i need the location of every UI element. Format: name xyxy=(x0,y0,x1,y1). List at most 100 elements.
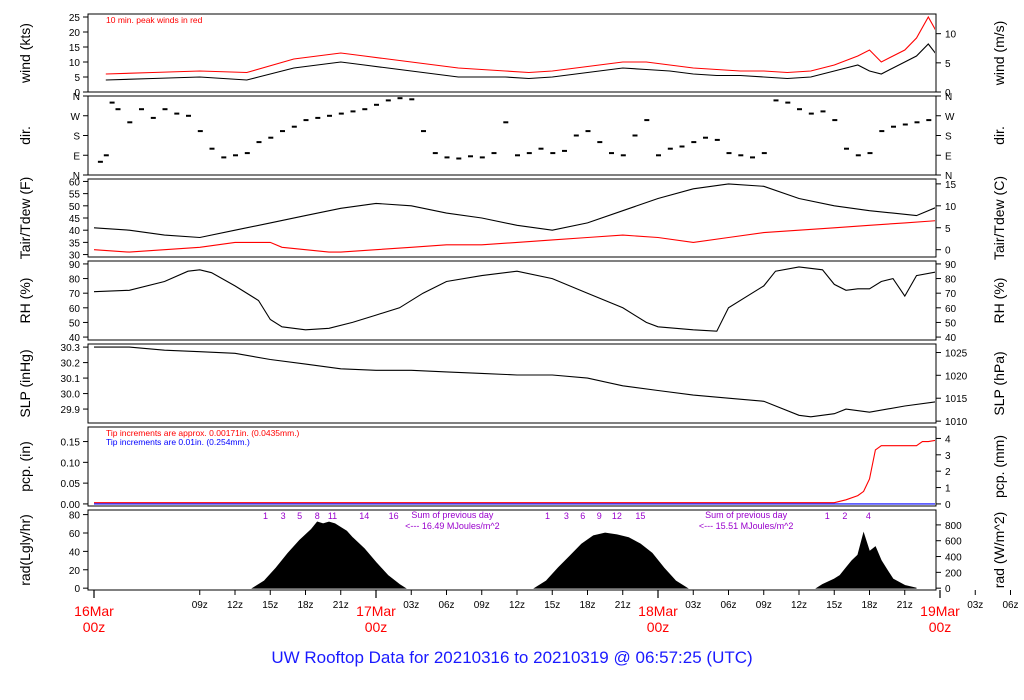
day-hour-1: 00z xyxy=(365,619,388,635)
dir-point-18 xyxy=(291,125,297,128)
dir-point-22 xyxy=(338,112,344,115)
series-wind-0 xyxy=(105,43,935,81)
dir-point-77 xyxy=(985,135,990,137)
x-tick-label-19: 03z xyxy=(967,600,983,611)
dir-point-1 xyxy=(103,154,109,157)
dir-point-12 xyxy=(221,156,227,159)
dir-point-55 xyxy=(726,152,732,155)
dir-point-52 xyxy=(691,141,697,144)
dir-point-54 xyxy=(714,138,720,141)
dir-point-28 xyxy=(409,98,415,101)
day-label-0: 16Mar xyxy=(74,603,114,619)
dir-point-69 xyxy=(891,125,896,128)
dir-point-11 xyxy=(209,147,215,150)
dir-point-39 xyxy=(538,147,544,150)
left-tick-label-temp-2: 40 xyxy=(69,226,81,237)
dir-point-45 xyxy=(609,152,614,155)
dir-point-19 xyxy=(303,119,309,122)
dir-point-60 xyxy=(785,101,791,104)
right-tick-label-temp-3: 15 xyxy=(945,180,957,191)
right-tick-label-slp-0: 1010 xyxy=(945,417,968,428)
left-tick-label-rh-1: 50 xyxy=(69,318,81,329)
dir-point-15 xyxy=(256,141,262,144)
right-tick-label-wind-1: 5 xyxy=(945,59,951,70)
panel-frame-wind xyxy=(87,13,937,93)
dir-point-40 xyxy=(550,152,556,155)
dir-point-56 xyxy=(738,154,744,157)
x-tick-label-15: 12z xyxy=(791,600,807,611)
left-tick-label-temp-4: 50 xyxy=(69,202,81,213)
dir-point-26 xyxy=(385,99,391,102)
dir-point-79 xyxy=(1009,143,1014,145)
note-pcp-1: Tip increments are 0.01in. (0.254mm.) xyxy=(106,437,250,447)
panel-frame-slp xyxy=(87,343,937,424)
dir-point-72 xyxy=(926,119,932,122)
hour-mark-5: 14 xyxy=(359,511,369,521)
right-tick-label-pcp-0: 0 xyxy=(945,500,951,511)
hour-mark-9: 6 xyxy=(580,511,585,521)
left-tick-label-pcp-1: 0.05 xyxy=(61,479,81,490)
dir-point-44 xyxy=(597,141,603,144)
hour-mark-15: 4 xyxy=(866,511,871,521)
note-wind: 10 min. peak winds in red xyxy=(106,15,203,25)
dir-point-36 xyxy=(503,121,509,124)
hour-mark-13: 1 xyxy=(825,511,830,521)
x-tick-label-20: 06z xyxy=(1002,600,1018,611)
right-tick-label-dir-3: W xyxy=(945,112,955,123)
left-tick-label-slp-2: 30.1 xyxy=(61,374,81,385)
right-tick-label-rh-5: 90 xyxy=(945,260,957,271)
dir-point-13 xyxy=(233,154,238,157)
hour-mark-1: 3 xyxy=(281,511,286,521)
ylabel-right-rh: RH (%) xyxy=(991,278,1007,324)
dir-point-66 xyxy=(855,154,861,157)
day-label-3: 19Mar xyxy=(920,603,960,619)
caption-start-date: 20210316 xyxy=(433,648,510,667)
caption-end-date: 20210319 xyxy=(533,648,609,667)
dir-point-8 xyxy=(174,112,180,115)
ylabel-right-wind: wind (m/s) xyxy=(991,21,1007,87)
x-tick-label-17: 18z xyxy=(861,600,877,611)
dir-point-67 xyxy=(867,152,873,155)
x-tick-label-1: 12z xyxy=(227,600,243,611)
dir-point-35 xyxy=(491,152,497,155)
right-tick-label-slp-2: 1020 xyxy=(945,371,968,382)
right-tick-label-rad-1: 200 xyxy=(945,568,962,579)
panel-frame-rh xyxy=(87,260,937,341)
dir-point-76 xyxy=(973,130,978,132)
x-tick-label-10: 18z xyxy=(579,600,595,611)
hour-mark-8: 3 xyxy=(564,511,569,521)
dir-point-64 xyxy=(832,119,838,122)
ylabel-left-rh: RH (%) xyxy=(17,278,33,324)
dir-point-37 xyxy=(515,154,520,157)
panel-frame-pcp xyxy=(87,426,937,507)
right-tick-label-dir-0: N xyxy=(945,171,952,182)
x-tick-label-18: 21z xyxy=(897,600,913,611)
right-tick-label-slp-1: 1015 xyxy=(945,394,968,405)
left-tick-label-temp-5: 55 xyxy=(69,190,81,201)
right-tick-label-temp-0: 0 xyxy=(945,246,951,257)
left-tick-label-rh-4: 80 xyxy=(69,275,81,286)
series-slp-0 xyxy=(94,346,935,418)
dir-point-48 xyxy=(644,119,650,122)
dir-point-59 xyxy=(773,99,779,102)
right-tick-label-dir-1: E xyxy=(945,151,952,162)
left-tick-label-rh-5: 90 xyxy=(69,260,81,271)
right-tick-label-wind-0: 0 xyxy=(945,88,951,99)
dir-point-31 xyxy=(444,156,450,159)
dir-point-65 xyxy=(844,147,849,150)
day-hour-2: 00z xyxy=(647,619,670,635)
left-tick-label-rad-3: 60 xyxy=(69,529,81,540)
left-tick-label-dir-3: W xyxy=(71,112,81,123)
dir-point-73 xyxy=(938,124,943,126)
x-tick-label-16: 15z xyxy=(826,600,842,611)
caption-prefix: UW Rooftop Data for xyxy=(271,648,434,667)
sum-line2-1: <--- 15.51 MJoules/m^2 xyxy=(699,521,794,531)
series-rh-0 xyxy=(93,266,935,332)
hour-mark-7: 1 xyxy=(545,511,550,521)
hour-mark-4: 11 xyxy=(328,511,337,521)
dir-point-38 xyxy=(526,152,532,155)
panel-frame-rad xyxy=(87,509,937,591)
left-tick-label-slp-4: 30.3 xyxy=(61,343,81,354)
dir-point-42 xyxy=(573,134,579,137)
